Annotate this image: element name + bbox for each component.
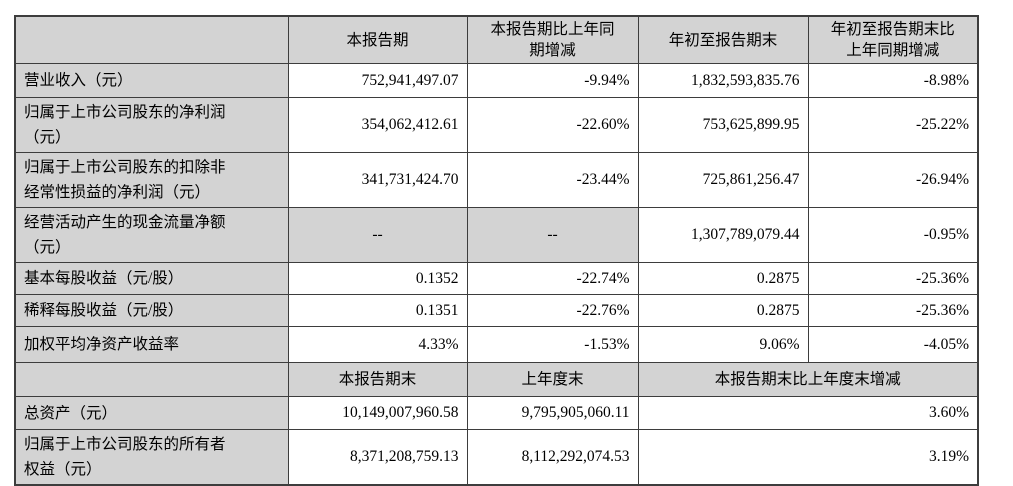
table-row-operating-revenue: 营业收入（元） 752,941,497.07 -9.94% 1,832,593,… — [14, 63, 979, 98]
cell-operating-cash-flow-ytd: 1,307,789,079.44 — [637, 207, 809, 263]
cell-equity-period-end: 8,371,208,759.13 — [287, 429, 468, 486]
cell-net-profit-deducted-ytd-yoy: -26.94% — [807, 152, 979, 208]
row-label-equity-attributable: 归属于上市公司股东的所有者 权益（元） — [14, 429, 289, 486]
header-period-end: 本报告期末 — [287, 362, 468, 397]
cell-operating-revenue-current: 752,941,497.07 — [287, 63, 468, 98]
header-prior-year-end: 上年度末 — [466, 362, 639, 397]
table-row-total-assets: 总资产（元） 10,149,007,960.58 9,795,905,060.1… — [14, 396, 979, 430]
header-row-period: 本报告期 本报告期比上年同 期增减 年初至报告期末 年初至报告期末比 上年同期增… — [14, 15, 979, 64]
cell-weighted-avg-roe-ytd-yoy: -4.05% — [807, 326, 979, 363]
cell-weighted-avg-roe-current-yoy: -1.53% — [466, 326, 639, 363]
cell-diluted-eps-ytd: 0.2875 — [637, 294, 809, 327]
cell-operating-revenue-ytd-yoy: -8.98% — [807, 63, 979, 98]
table-row-diluted-eps: 稀释每股收益（元/股） 0.1351 -22.76% 0.2875 -25.36… — [14, 294, 979, 327]
cell-operating-cash-flow-current: -- — [287, 207, 468, 263]
row-label-weighted-avg-roe: 加权平均净资产收益率 — [14, 326, 289, 363]
table-row-net-profit: 归属于上市公司股东的净利润 （元） 354,062,412.61 -22.60%… — [14, 97, 979, 153]
row-label-basic-eps: 基本每股收益（元/股） — [14, 262, 289, 295]
cell-equity-prior-year-end: 8,112,292,074.53 — [466, 429, 639, 486]
cell-diluted-eps-current: 0.1351 — [287, 294, 468, 327]
row-label-operating-revenue: 营业收入（元） — [14, 63, 289, 98]
header2-corner-cell — [14, 362, 289, 397]
cell-basic-eps-ytd: 0.2875 — [637, 262, 809, 295]
table-row-weighted-avg-roe: 加权平均净资产收益率 4.33% -1.53% 9.06% -4.05% — [14, 326, 979, 363]
table-row-equity-attributable: 归属于上市公司股东的所有者 权益（元） 8,371,208,759.13 8,1… — [14, 429, 979, 486]
table-row-basic-eps: 基本每股收益（元/股） 0.1352 -22.74% 0.2875 -25.36… — [14, 262, 979, 295]
cell-total-assets-period-end: 10,149,007,960.58 — [287, 396, 468, 430]
header-ytd: 年初至报告期末 — [637, 15, 809, 64]
cell-net-profit-deducted-current-yoy: -23.44% — [466, 152, 639, 208]
cell-operating-cash-flow-ytd-yoy: -0.95% — [807, 207, 979, 263]
row-label-total-assets: 总资产（元） — [14, 396, 289, 430]
header-period-end-change: 本报告期末比上年度末增减 — [637, 362, 979, 397]
cell-weighted-avg-roe-ytd: 9.06% — [637, 326, 809, 363]
row-label-net-profit: 归属于上市公司股东的净利润 （元） — [14, 97, 289, 153]
cell-net-profit-deducted-ytd: 725,861,256.47 — [637, 152, 809, 208]
row-label-diluted-eps: 稀释每股收益（元/股） — [14, 294, 289, 327]
cell-total-assets-prior-year-end: 9,795,905,060.11 — [466, 396, 639, 430]
cell-basic-eps-ytd-yoy: -25.36% — [807, 262, 979, 295]
cell-net-profit-current: 354,062,412.61 — [287, 97, 468, 153]
cell-net-profit-deducted-current: 341,731,424.70 — [287, 152, 468, 208]
row-label-operating-cash-flow: 经营活动产生的现金流量净额 （元） — [14, 207, 289, 263]
cell-diluted-eps-ytd-yoy: -25.36% — [807, 294, 979, 327]
cell-basic-eps-current: 0.1352 — [287, 262, 468, 295]
header-ytd-yoy-change: 年初至报告期末比 上年同期增减 — [807, 15, 979, 64]
row-label-net-profit-deducted: 归属于上市公司股东的扣除非 经常性损益的净利润（元） — [14, 152, 289, 208]
cell-net-profit-ytd-yoy: -25.22% — [807, 97, 979, 153]
cell-total-assets-change: 3.60% — [637, 396, 979, 430]
header-current-yoy-change: 本报告期比上年同 期增减 — [466, 15, 639, 64]
financial-summary-table: 本报告期 本报告期比上年同 期增减 年初至报告期末 年初至报告期末比 上年同期增… — [14, 15, 979, 486]
cell-equity-change: 3.19% — [637, 429, 979, 486]
cell-diluted-eps-current-yoy: -22.76% — [466, 294, 639, 327]
header-current-period: 本报告期 — [287, 15, 468, 64]
cell-basic-eps-current-yoy: -22.74% — [466, 262, 639, 295]
cell-operating-revenue-current-yoy: -9.94% — [466, 63, 639, 98]
cell-operating-cash-flow-current-yoy: -- — [466, 207, 639, 263]
header-corner-cell — [14, 15, 289, 64]
cell-net-profit-current-yoy: -22.60% — [466, 97, 639, 153]
cell-operating-revenue-ytd: 1,832,593,835.76 — [637, 63, 809, 98]
cell-net-profit-ytd: 753,625,899.95 — [637, 97, 809, 153]
header-row-balance: 本报告期末 上年度末 本报告期末比上年度末增减 — [14, 362, 979, 397]
cell-weighted-avg-roe-current: 4.33% — [287, 326, 468, 363]
table-row-operating-cash-flow: 经营活动产生的现金流量净额 （元） -- -- 1,307,789,079.44… — [14, 207, 979, 263]
table-row-net-profit-deducted: 归属于上市公司股东的扣除非 经常性损益的净利润（元） 341,731,424.7… — [14, 152, 979, 208]
